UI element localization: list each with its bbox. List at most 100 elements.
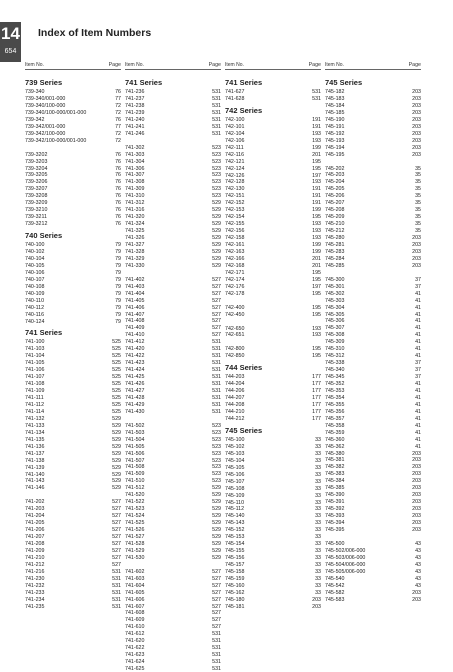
item-number: 745-203 [325, 172, 345, 179]
item-number: 742-171 [225, 269, 245, 276]
page-ref: 41 [415, 401, 421, 408]
item-number: 741-230 [25, 575, 45, 582]
page-ref: 525 [112, 346, 121, 353]
header-rule [225, 69, 321, 70]
page-ref: 41 [415, 290, 421, 297]
item-number: 741-206 [25, 527, 45, 534]
page-ref: 523 [212, 179, 221, 186]
page-ref: 531 [212, 339, 221, 346]
item-number: 741-428 [125, 394, 145, 401]
page-ref: 527 [112, 513, 121, 520]
item-number: 745-395 [325, 526, 345, 533]
item-number: 745-385 [325, 485, 345, 492]
item-number: 744-203 [225, 374, 245, 381]
item-number: 742-850 [225, 353, 245, 360]
page-ref: 531 [212, 130, 221, 137]
page-ref: 527 [112, 520, 121, 527]
item-number: 745-284 [325, 255, 345, 262]
item-number: 742-158 [225, 235, 245, 242]
item-number: 745-154 [225, 541, 245, 548]
page-ref: 33 [315, 499, 321, 506]
item-number: 739-3202 [25, 151, 48, 158]
item-number: 741-204 [25, 513, 45, 520]
item-number: 745-305 [325, 311, 345, 318]
page-ref: 41 [415, 422, 421, 429]
page-ref: 529 [212, 527, 221, 533]
item-number: 739-3206 [25, 179, 48, 186]
page-ref: 77 [115, 123, 121, 130]
item-number: 741-138 [25, 457, 45, 464]
item-number: 745-283 [325, 248, 345, 255]
item-number: 745-307 [325, 325, 345, 332]
item-number: 742-152 [225, 200, 245, 207]
page-ref: 76 [115, 151, 121, 158]
item-number: 739-342 [25, 116, 45, 123]
item-number: 741-234 [25, 596, 45, 603]
item-number: 741-625 [125, 666, 145, 672]
page-ref: 529 [212, 513, 221, 520]
item-number: 739-342/100-000 [25, 130, 66, 137]
page-ref: 531 [212, 659, 221, 666]
item-number: 745-182 [325, 89, 345, 95]
item-number: 742-151 [225, 193, 245, 200]
item-number: 741-100 [25, 339, 45, 346]
item-number: 742-111 [225, 144, 244, 151]
item-number: 741-407 [125, 311, 145, 318]
item-number: 745-308 [325, 332, 345, 339]
page-ref: 531 [212, 401, 221, 408]
page-ref: 531 [312, 95, 321, 102]
item-number: 742-153 [225, 207, 245, 214]
page-ref: 35 [415, 179, 421, 186]
item-number: 742-650 [225, 325, 245, 332]
item-number: 741-603 [125, 575, 145, 582]
page-ref: 529 [212, 540, 221, 547]
page-ref: 79 [115, 304, 121, 311]
item-number: 741-530 [125, 554, 145, 561]
item-number: 741-112 [25, 402, 45, 408]
page-ref: 41 [415, 394, 421, 401]
item-number: 741-503 [125, 429, 145, 436]
page-ref: 203 [412, 506, 421, 513]
page-ref: 33 [315, 457, 321, 464]
item-number: 744-207 [225, 395, 245, 402]
item-number: 745-302 [325, 290, 345, 297]
item-number: 745-143 [225, 520, 245, 527]
item-number: 741-525 [125, 520, 145, 527]
page-ref: 76 [115, 179, 121, 186]
page-ref: 193 [312, 130, 321, 137]
page-ref: 525 [112, 374, 121, 381]
item-number: 745-310 [325, 346, 345, 353]
page-ref: 37 [415, 367, 421, 374]
item-number: 745-104 [225, 457, 245, 464]
series-heading: 744 Series [225, 363, 263, 373]
item-number: 741-106 [25, 367, 45, 374]
page-ref: 35 [415, 221, 421, 228]
item-number: 745-356 [325, 408, 345, 415]
item-number: 745-359 [325, 429, 345, 436]
page-ref: 203 [412, 478, 421, 485]
page-ref: 79 [115, 262, 121, 269]
item-number: 741-236 [125, 89, 145, 95]
page-ref: 203 [412, 89, 421, 95]
page-ref: 203 [412, 123, 421, 130]
item-number: 739-340/001-000 [25, 95, 66, 102]
item-number: 740-110 [25, 297, 45, 304]
item-number: 745-354 [325, 394, 345, 401]
item-number: 744-212 [225, 416, 245, 422]
item-number: 739-340/100-000 [25, 102, 66, 109]
page-ref: 35 [415, 172, 421, 179]
item-number: 745-209 [325, 214, 345, 221]
item-number: 741-137 [25, 450, 45, 457]
item-number: 741-425 [125, 374, 145, 381]
page-ref: 527 [112, 527, 121, 534]
page-ref: 193 [312, 179, 321, 186]
page-ref: 35 [415, 186, 421, 193]
page-ref: 527 [212, 617, 221, 624]
page-ref: 201 [312, 255, 321, 262]
page-ref: 529 [212, 533, 221, 540]
item-number: 739-3203 [25, 158, 48, 165]
series-heading: 741 Series [225, 78, 263, 87]
page-ref: 41 [415, 436, 421, 443]
page-ref: 195 [312, 290, 321, 297]
item-number: 745-280 [325, 235, 345, 241]
